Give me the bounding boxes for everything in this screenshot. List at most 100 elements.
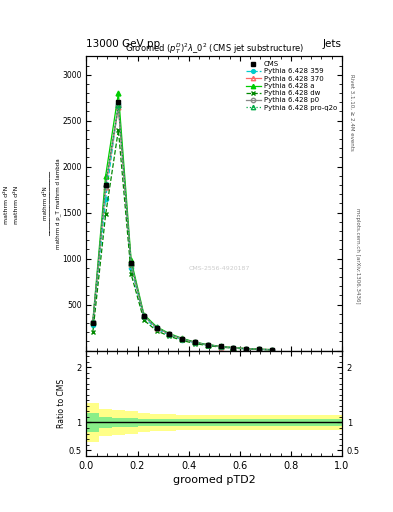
Pythia 6.428 pro-q2o (180, 335, 185, 342)
Pythia 6.428 a (90, 318, 95, 324)
Pythia 6.428 pro-q2o (193, 339, 197, 346)
Pythia 6.428 pro-q2o (218, 344, 223, 350)
Y-axis label: mathrm d²N
────────────────────
mathrm d p_T mathrm d lambda: mathrm d²N ──────────────────── mathrm d… (43, 158, 61, 249)
Pythia 6.428 pro-q2o (167, 331, 172, 337)
Line: Pythia 6.428 p0: Pythia 6.428 p0 (90, 103, 274, 352)
CMS (269, 347, 274, 353)
Pythia 6.428 370 (167, 331, 172, 337)
Pythia 6.428 pro-q2o (231, 345, 236, 351)
Line: CMS: CMS (90, 100, 274, 352)
Pythia 6.428 pro-q2o (244, 346, 248, 352)
CMS (129, 260, 134, 266)
Pythia 6.428 dw (129, 271, 134, 278)
Pythia 6.428 359 (218, 344, 223, 350)
X-axis label: groomed pTD2: groomed pTD2 (173, 475, 255, 485)
Pythia 6.428 dw (218, 344, 223, 350)
CMS (257, 346, 261, 352)
Pythia 6.428 p0 (141, 313, 146, 319)
Pythia 6.428 359 (116, 101, 121, 107)
Line: Pythia 6.428 pro-q2o: Pythia 6.428 pro-q2o (90, 102, 274, 352)
Pythia 6.428 dw (90, 329, 95, 335)
Pythia 6.428 pro-q2o (129, 260, 134, 266)
Text: mathrm d²N: mathrm d²N (4, 186, 9, 224)
Line: Pythia 6.428 a: Pythia 6.428 a (90, 91, 274, 352)
CMS (141, 312, 146, 318)
Pythia 6.428 370 (257, 346, 261, 352)
CMS (244, 346, 248, 352)
Pythia 6.428 a (257, 346, 261, 352)
Pythia 6.428 pro-q2o (103, 181, 108, 187)
Pythia 6.428 359 (154, 326, 159, 332)
Pythia 6.428 p0 (103, 183, 108, 189)
Text: Rivet 3.1.10, ≥ 2.4M events: Rivet 3.1.10, ≥ 2.4M events (349, 74, 354, 151)
Pythia 6.428 p0 (154, 325, 159, 331)
Pythia 6.428 359 (244, 346, 248, 352)
Pythia 6.428 p0 (167, 331, 172, 337)
Pythia 6.428 359 (141, 314, 146, 321)
Pythia 6.428 370 (90, 319, 95, 325)
Text: 13000 GeV pp: 13000 GeV pp (86, 38, 161, 49)
Pythia 6.428 a (167, 331, 172, 337)
CMS (103, 182, 108, 188)
CMS (218, 344, 223, 350)
Pythia 6.428 a (244, 346, 248, 352)
Pythia 6.428 dw (154, 328, 159, 334)
Pythia 6.428 370 (244, 346, 248, 352)
Pythia 6.428 dw (244, 346, 248, 352)
Pythia 6.428 p0 (231, 345, 236, 351)
Pythia 6.428 pro-q2o (269, 347, 274, 353)
Pythia 6.428 370 (141, 313, 146, 319)
Pythia 6.428 dw (231, 345, 236, 351)
Pythia 6.428 p0 (129, 261, 134, 267)
Pythia 6.428 a (129, 258, 134, 264)
Text: mcplots.cern.ch [arXiv:1306.3436]: mcplots.cern.ch [arXiv:1306.3436] (355, 208, 360, 304)
Pythia 6.428 p0 (218, 344, 223, 350)
Pythia 6.428 359 (206, 342, 210, 348)
Pythia 6.428 p0 (180, 336, 185, 342)
Pythia 6.428 dw (269, 347, 274, 353)
Pythia 6.428 pro-q2o (257, 346, 261, 352)
Pythia 6.428 pro-q2o (90, 318, 95, 325)
Pythia 6.428 dw (193, 340, 197, 347)
Pythia 6.428 a (231, 345, 236, 351)
Title: Groomed $(p_T^D)^2\lambda\_0^2$ (CMS jet substructure): Groomed $(p_T^D)^2\lambda\_0^2$ (CMS jet… (125, 41, 304, 56)
Pythia 6.428 359 (167, 332, 172, 338)
Pythia 6.428 dw (206, 343, 210, 349)
Text: CMS-2556-4920187: CMS-2556-4920187 (189, 266, 250, 271)
Pythia 6.428 a (269, 347, 274, 353)
Pythia 6.428 370 (154, 325, 159, 331)
Pythia 6.428 dw (141, 317, 146, 323)
Pythia 6.428 dw (257, 347, 261, 353)
CMS (154, 325, 159, 331)
Pythia 6.428 pro-q2o (116, 102, 121, 108)
Pythia 6.428 a (141, 311, 146, 317)
Pythia 6.428 p0 (90, 319, 95, 325)
Pythia 6.428 a (206, 342, 210, 348)
CMS (180, 335, 185, 342)
Pythia 6.428 dw (103, 211, 108, 218)
Pythia 6.428 pro-q2o (154, 324, 159, 330)
Pythia 6.428 dw (116, 127, 121, 133)
Pythia 6.428 370 (218, 344, 223, 350)
Text: Jets: Jets (323, 38, 342, 49)
Pythia 6.428 359 (90, 322, 95, 328)
Pythia 6.428 359 (257, 346, 261, 352)
Pythia 6.428 370 (180, 336, 185, 342)
Line: Pythia 6.428 dw: Pythia 6.428 dw (90, 127, 274, 352)
Pythia 6.428 a (103, 173, 108, 179)
CMS (167, 331, 172, 337)
Pythia 6.428 359 (231, 345, 236, 351)
Pythia 6.428 p0 (193, 339, 197, 346)
CMS (231, 345, 236, 351)
Pythia 6.428 a (193, 339, 197, 345)
Pythia 6.428 359 (129, 265, 134, 271)
Pythia 6.428 p0 (244, 346, 248, 352)
Pythia 6.428 a (154, 324, 159, 330)
Pythia 6.428 pro-q2o (206, 342, 210, 348)
Pythia 6.428 370 (269, 347, 274, 353)
CMS (116, 99, 121, 105)
Y-axis label: Ratio to CMS: Ratio to CMS (57, 378, 66, 428)
Pythia 6.428 p0 (257, 346, 261, 352)
Pythia 6.428 359 (269, 347, 274, 353)
Pythia 6.428 370 (193, 339, 197, 346)
